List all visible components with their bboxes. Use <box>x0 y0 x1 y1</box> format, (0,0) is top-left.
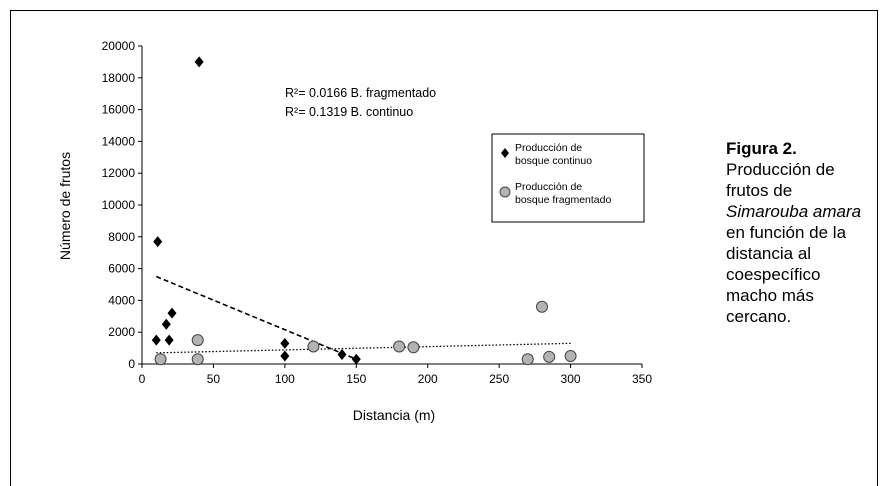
figure-caption: Figura 2. Producción de frutos de Simaro… <box>726 138 876 327</box>
x-tick-label: 350 <box>632 372 652 386</box>
caption-text-1: Producción de frutos de <box>726 160 835 200</box>
x-tick-label: 150 <box>346 372 366 386</box>
y-tick-label: 10000 <box>102 198 136 212</box>
point-continuo <box>194 56 204 68</box>
point-continuo <box>280 350 290 362</box>
x-tick-label: 250 <box>489 372 509 386</box>
point-continuo <box>161 318 171 330</box>
y-tick-label: 0 <box>128 357 135 371</box>
point-fragmentado <box>407 341 420 354</box>
x-tick-label: 0 <box>139 372 146 386</box>
point-fragmentado <box>191 353 204 366</box>
y-tick-label: 18000 <box>102 71 136 85</box>
legend: Producción de bosque continuo Producción … <box>491 133 645 223</box>
point-fragmentado <box>307 340 320 353</box>
point-fragmentado <box>543 350 556 363</box>
point-fragmentado <box>564 350 577 363</box>
x-tick-label: 200 <box>418 372 438 386</box>
trendline-continuo <box>155 275 357 360</box>
point-continuo <box>167 307 177 319</box>
data-points <box>151 56 577 366</box>
caption-species: Simarouba amara <box>726 202 862 221</box>
x-tick-label: 300 <box>561 372 581 386</box>
point-continuo <box>337 348 347 360</box>
point-continuo <box>151 334 161 346</box>
point-continuo <box>351 353 361 365</box>
x-tick-label: 100 <box>275 372 295 386</box>
y-axis-title: Número de frutos <box>57 152 73 260</box>
point-fragmentado <box>191 334 204 347</box>
x-tick-label: 50 <box>207 372 221 386</box>
legend-marker-diamond <box>501 148 509 158</box>
y-tick-label: 4000 <box>108 293 135 307</box>
point-fragmentado <box>521 353 534 366</box>
trendlines <box>155 275 571 360</box>
legend-marker-circle <box>499 186 511 198</box>
y-tick-label: 8000 <box>108 230 135 244</box>
x-axis-title: Distancia (m) <box>353 407 435 423</box>
trendline-fragmentado <box>156 342 571 354</box>
point-fragmentado <box>536 300 548 313</box>
point-continuo <box>164 334 174 346</box>
y-tick-label: 14000 <box>102 134 136 148</box>
r2-annotation-continuo: R²= 0.1319 B. continuo <box>285 105 413 119</box>
y-tick-label: 20000 <box>102 39 136 53</box>
point-fragmentado <box>154 353 167 366</box>
point-continuo <box>153 236 163 248</box>
point-continuo <box>280 337 290 349</box>
y-tick-label: 6000 <box>108 262 135 276</box>
caption-text-2: en función de la distancia al coespecífi… <box>726 223 847 326</box>
chart-frame <box>10 10 878 486</box>
y-tick-label: 16000 <box>102 103 136 117</box>
caption-title: Figura 2. <box>726 139 797 158</box>
legend-label-fragmentado: Producción de bosque fragmentado <box>515 181 611 206</box>
point-fragmentado <box>393 340 406 353</box>
axes: 0200040006000800010000120001400016000180… <box>102 39 653 386</box>
legend-box <box>491 133 645 223</box>
legend-label-continuo: Producción de bosque continuo <box>515 142 592 167</box>
r2-annotation-fragmentado: R²= 0.0166 B. fragmentado <box>285 86 436 100</box>
y-tick-label: 2000 <box>108 325 135 339</box>
y-tick-label: 12000 <box>102 166 136 180</box>
